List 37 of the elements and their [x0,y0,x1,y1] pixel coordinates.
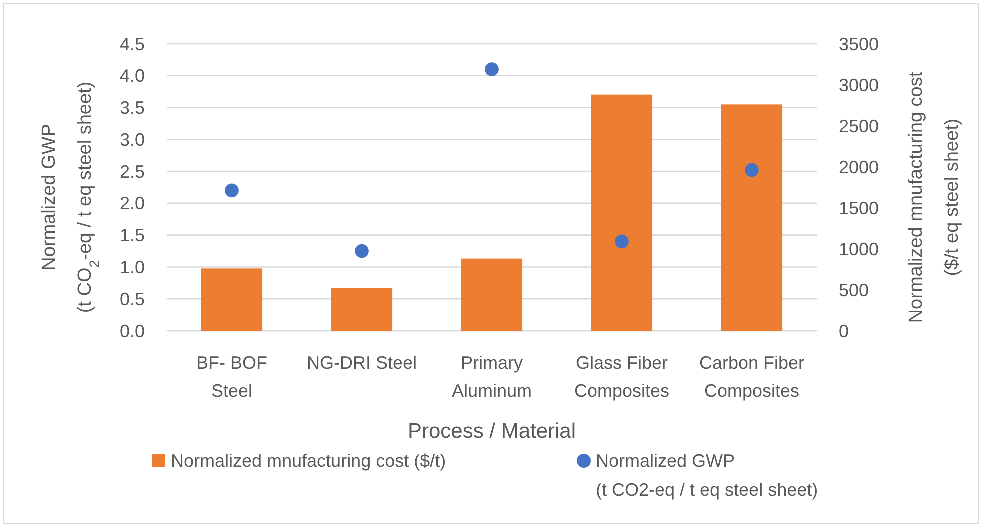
y2-tick-label: 2500 [839,116,880,136]
x-tick-label: NG-DRI Steel [306,353,418,373]
y-tick-label: 3.5 [120,98,145,118]
y2-tick-label: 1500 [839,198,880,218]
bar [591,94,653,331]
bar [331,288,393,331]
y-tick-label: 2.5 [120,162,145,182]
y-tick-label: 2.0 [120,194,145,214]
legend-label: Normalized mnufacturing cost ($/t) [171,451,446,471]
legend-label: Normalized GWP (t CO2-eq / t eq steel sheet) [596,451,818,500]
bar [201,268,263,331]
x-tick-label: Glass Fiber Composites [574,353,670,401]
y2-axis-title: Normalized mnufacturing cost ($/t eq steel sheet) [906,71,963,324]
y-tick-label: 1.0 [120,258,145,278]
y-tick-label: 1.5 [120,226,145,246]
x-tick-label: Carbon Fiber Composites [699,353,805,401]
x-tick-label: Primary Aluminum [452,353,532,401]
y2-tick-label: 3500 [839,34,880,54]
point [615,234,629,249]
point [745,163,759,178]
x-axis-title: Process / Material [408,420,576,443]
y-tick-label: 0.0 [120,321,145,342]
y-tick-label: 4.0 [120,66,145,86]
y-tick-label: 3.0 [120,130,145,150]
bar [461,258,523,331]
y2-tick-label: 1000 [839,239,880,260]
point [485,62,499,76]
y-tick-label: 4.5 [120,34,145,54]
point [225,184,239,198]
point [355,244,369,258]
y2-tick-label: 3000 [839,75,880,96]
y-tick-label: 0.5 [120,289,145,310]
x-tick-label: BF- BOF Steel [196,353,268,401]
y2-tick-label: 500 [839,280,870,300]
y2-tick-label: 0 [839,321,850,342]
y2-tick-label: 2000 [839,157,880,178]
bar [721,104,783,331]
